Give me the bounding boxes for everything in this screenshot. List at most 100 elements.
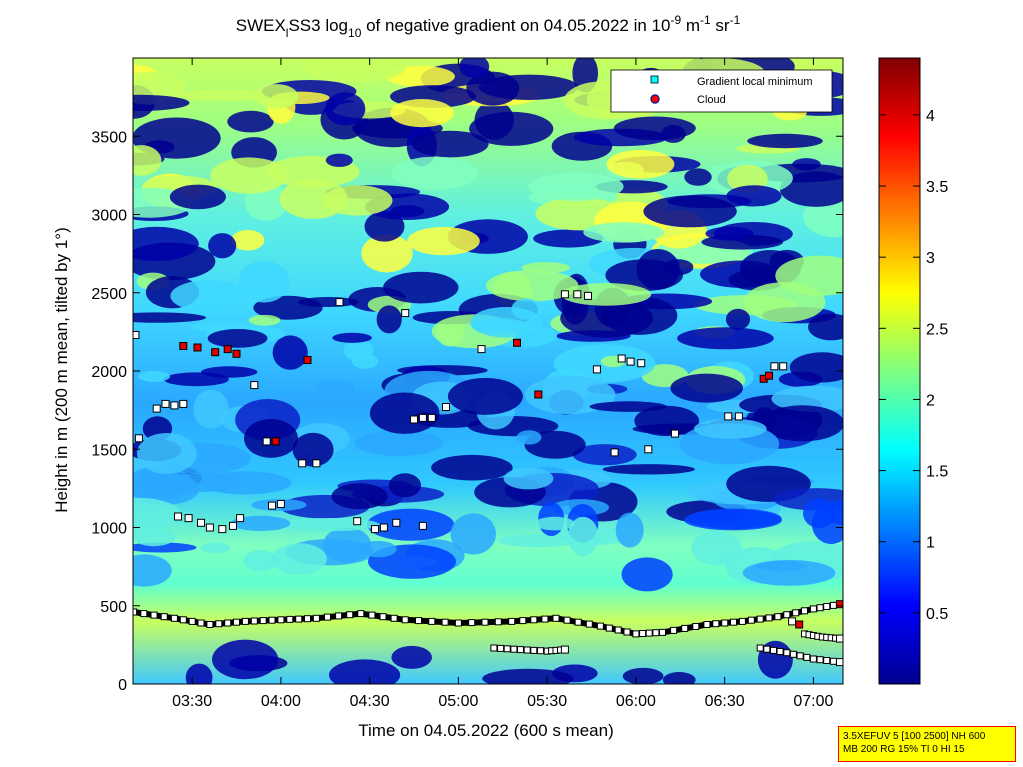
cloud-marker: [513, 338, 521, 347]
texture-patch: [534, 516, 575, 531]
y-axis-label: Height in m (200 m mean, tilted by 1°): [52, 227, 71, 513]
y-tick-label: 2500: [91, 286, 127, 303]
texture-patch: [210, 157, 287, 194]
texture-patch: [670, 373, 743, 403]
texture-patch: [450, 513, 496, 555]
trace-marker: [747, 616, 755, 624]
trace-marker: [312, 614, 320, 622]
gradient-minimum-marker: [218, 525, 227, 534]
gradient-minimum-marker: [353, 517, 362, 526]
y-tick-label: 2000: [91, 364, 127, 381]
texture-patch: [498, 534, 579, 548]
texture-patch: [170, 280, 249, 312]
texture-patch: [322, 185, 393, 216]
trace-marker: [415, 617, 422, 625]
gradient-minimum-marker: [392, 518, 401, 527]
trace-marker: [770, 646, 777, 654]
trace-marker: [510, 645, 518, 653]
gradient-minimum-marker: [229, 521, 237, 530]
y-tick-label: 3000: [91, 208, 127, 225]
texture-patch: [208, 233, 237, 259]
title-part-b-sub: 10: [348, 26, 362, 40]
gradient-minimum-marker: [276, 500, 285, 508]
colorbar-tick-label: 1.5: [926, 464, 948, 481]
trace-marker: [809, 605, 817, 613]
texture-patch: [583, 222, 665, 243]
texture-patch: [133, 145, 162, 176]
texture-patch: [528, 172, 624, 201]
trace-marker: [829, 601, 837, 609]
texture-patch: [589, 401, 667, 412]
colorbar-tick-label: 3: [926, 250, 935, 267]
texture-patch: [138, 370, 171, 382]
texture-patch: [271, 543, 327, 575]
texture-patch: [677, 327, 774, 350]
gradient-minimum-marker: [401, 309, 410, 318]
gradient-minimum-marker: [779, 362, 788, 371]
texture-patch: [643, 195, 737, 228]
texture-patch: [621, 557, 673, 592]
texture-patch: [272, 335, 308, 370]
trace-marker: [552, 614, 560, 622]
trace-marker: [765, 614, 773, 622]
trace-marker: [774, 613, 782, 621]
texture-patch: [137, 433, 197, 474]
texture-patch: [302, 58, 407, 83]
trace-marker: [596, 622, 604, 630]
texture-patch: [193, 389, 229, 429]
texture-patch: [351, 353, 379, 369]
texture-patch: [200, 542, 231, 553]
gradient-minimum-marker: [236, 514, 245, 523]
trace-marker: [379, 613, 387, 621]
texture-patch: [693, 418, 767, 439]
texture-patch: [297, 297, 359, 307]
colorbar-axis: 0.5 1 1.5 2 2.5 3 3.5 4: [879, 108, 948, 623]
trace-marker: [823, 603, 831, 610]
gradient-minimum-marker: [379, 523, 388, 532]
texture-patch: [133, 554, 172, 587]
texture-patch: [243, 550, 278, 572]
gradient-minimum-marker: [560, 290, 569, 299]
gradient-minimum-marker: [770, 362, 779, 371]
texture-patch: [292, 432, 334, 467]
colorbar: [878, 57, 921, 685]
cloud-marker: [232, 349, 241, 358]
gradient-minimum-marker: [418, 413, 427, 422]
x-tick-label: 05:30: [527, 693, 567, 710]
x-axis-label: Time on 04.05.2022 (600 s mean): [358, 721, 613, 740]
texture-patch: [726, 185, 782, 207]
trace-marker: [789, 650, 797, 658]
title-part-d-sup: -1: [700, 13, 711, 27]
x-tick-label: 04:00: [261, 693, 301, 710]
texture-patch: [169, 184, 226, 210]
texture-patch: [227, 110, 274, 133]
texture-patch: [560, 283, 652, 306]
gradient-minimum-marker: [734, 412, 743, 421]
texture-patch: [482, 668, 574, 684]
trace-marker: [574, 618, 582, 626]
gradient-minimum-marker: [170, 401, 179, 410]
title-part-e-sup: -1: [730, 13, 741, 27]
gradient-minimum-marker: [250, 381, 259, 390]
texture-patch: [447, 377, 523, 415]
x-tick-label: 05:00: [438, 693, 478, 710]
trace-marker: [170, 614, 178, 622]
texture-patch: [808, 313, 843, 341]
gradient-minimum-marker: [560, 645, 569, 654]
trace-marker: [670, 626, 678, 634]
gradient-minimum-marker: [477, 345, 486, 354]
trace-marker: [776, 648, 784, 655]
texture-patch: [325, 92, 366, 126]
cloud-marker: [271, 437, 280, 446]
cloud-marker: [223, 345, 232, 354]
colorbar-tick-label: 0.5: [926, 606, 948, 623]
trace-marker: [803, 653, 811, 661]
texture-patch: [207, 329, 268, 348]
trace-marker: [659, 628, 666, 636]
trace-marker: [468, 619, 476, 627]
title-part-d: m: [681, 16, 700, 35]
info-box: 3.5XEFUV 5 [100 2500] NH 600 MB 200 RG 1…: [838, 726, 1016, 762]
trace-marker: [809, 655, 817, 663]
cloud-marker: [534, 390, 543, 399]
texture-patch: [133, 466, 192, 500]
